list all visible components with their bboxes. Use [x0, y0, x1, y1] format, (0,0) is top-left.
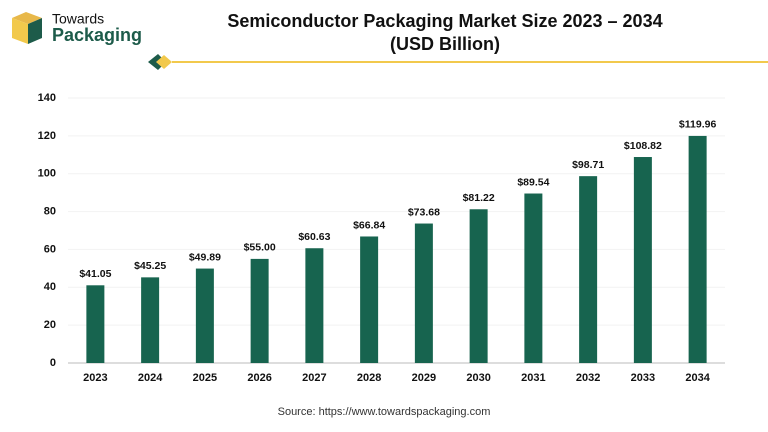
x-tick-label: 2024	[138, 372, 163, 384]
bar	[688, 135, 707, 363]
x-tick-label: 2030	[466, 372, 490, 384]
data-label: $73.68	[408, 206, 440, 218]
data-label: $119.96	[679, 119, 717, 131]
data-label: $45.25	[134, 260, 166, 272]
data-label: $60.63	[298, 231, 330, 243]
bar	[195, 268, 214, 363]
x-tick-label: 2033	[631, 372, 655, 384]
data-label: $49.89	[189, 251, 221, 263]
y-tick-label: 0	[50, 357, 56, 369]
x-tick-label: 2031	[521, 372, 545, 384]
y-tick-label: 40	[44, 281, 56, 293]
logo: Towards Packaging	[12, 11, 142, 45]
bar	[579, 176, 598, 363]
data-label: $98.71	[572, 159, 604, 171]
data-label: $81.22	[463, 192, 495, 204]
y-tick-label: 100	[38, 168, 56, 180]
bar	[141, 277, 160, 363]
x-tick-label: 2034	[685, 372, 710, 384]
data-label: $66.84	[353, 219, 385, 231]
x-tick-label: 2023	[83, 372, 107, 384]
bar	[414, 223, 433, 363]
x-tick-label: 2028	[357, 372, 381, 384]
x-tick-label: 2026	[247, 372, 271, 384]
header-rule	[148, 54, 768, 70]
y-tick-label: 20	[44, 319, 56, 331]
y-tick-label: 140	[38, 92, 56, 104]
chart-title: Semiconductor Packaging Market Size 2023…	[227, 11, 662, 31]
y-tick-label: 120	[38, 130, 56, 142]
bar	[524, 193, 543, 363]
bar	[86, 285, 105, 363]
x-tick-label: 2027	[302, 372, 326, 384]
bar	[250, 258, 269, 363]
source: Source: https://www.towardspackaging.com	[278, 406, 491, 418]
data-label: $55.00	[244, 242, 276, 254]
x-tick-label: 2029	[412, 372, 436, 384]
y-tick-label: 60	[44, 243, 56, 255]
x-tick-label: 2032	[576, 372, 600, 384]
logo-box-top	[12, 12, 42, 24]
bar	[469, 209, 488, 363]
data-label: $41.05	[79, 268, 111, 280]
logo-box-right	[28, 18, 42, 44]
chart-subtitle: (USD Billion)	[390, 34, 500, 54]
logo-box-left	[12, 18, 28, 44]
brand-line2: Packaging	[52, 25, 142, 45]
data-label: $89.54	[517, 176, 549, 188]
brand-line1: Towards	[52, 11, 104, 27]
bar	[633, 157, 652, 363]
x-tick-label: 2025	[193, 372, 217, 384]
data-label: $108.82	[624, 140, 662, 152]
y-tick-label: 80	[44, 205, 56, 217]
bar	[305, 248, 324, 363]
bar	[360, 236, 379, 363]
rule-icon	[156, 55, 172, 69]
